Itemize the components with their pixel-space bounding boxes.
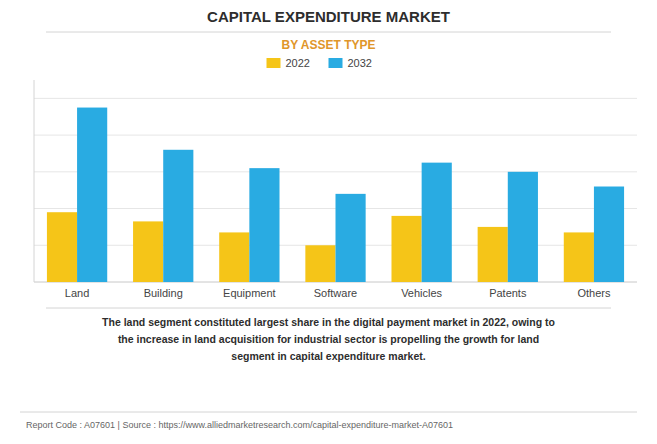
legend-label: 2032 bbox=[348, 57, 372, 69]
bar bbox=[508, 172, 538, 282]
bar bbox=[336, 194, 366, 282]
background bbox=[0, 0, 657, 444]
chart-container: CAPITAL EXPENDITURE MARKET BY ASSET TYPE 2… bbox=[0, 0, 657, 444]
x-tick-label: Others bbox=[577, 287, 611, 299]
title: CAPITAL EXPENDITURE MARKET bbox=[207, 8, 450, 25]
legend-swatch bbox=[329, 58, 343, 68]
report-code: Report Code : A07601 | Source : https://… bbox=[26, 420, 453, 430]
bar bbox=[47, 212, 77, 282]
x-tick-labels: Land Building Equipment Software Vehicles Pat… bbox=[65, 287, 611, 299]
bar bbox=[594, 187, 624, 282]
grid-line bbox=[34, 98, 637, 99]
bar bbox=[564, 232, 594, 282]
legend: 2022 2032 bbox=[267, 57, 372, 69]
bars bbox=[47, 108, 624, 282]
grid bbox=[34, 98, 637, 282]
footer-text: The land segment constituted largest sha… bbox=[102, 316, 555, 362]
x-tick-label: Equipment bbox=[223, 287, 276, 299]
bar bbox=[422, 163, 452, 282]
y-axis-line bbox=[34, 80, 35, 282]
separator bbox=[46, 32, 611, 33]
bar bbox=[478, 227, 508, 282]
bar bbox=[305, 245, 335, 282]
x-tick-label: Land bbox=[65, 287, 89, 299]
grid-line bbox=[34, 135, 637, 136]
x-tick-label: Vehicles bbox=[401, 287, 442, 299]
x-tick-label: Patents bbox=[489, 287, 527, 299]
footer-line: The land segment constituted largest sha… bbox=[102, 316, 555, 328]
chart-svg: CAPITAL EXPENDITURE MARKET BY ASSET TYPE 2… bbox=[0, 0, 657, 444]
footer-line: the increase in land acquisition for ind… bbox=[118, 333, 539, 345]
bar bbox=[77, 108, 107, 282]
bar bbox=[133, 221, 163, 282]
grid-line bbox=[34, 171, 637, 172]
x-tick-label: Software bbox=[314, 287, 357, 299]
legend-swatch bbox=[267, 58, 281, 68]
bar bbox=[249, 168, 279, 282]
subtitle: BY ASSET TYPE bbox=[281, 38, 375, 52]
x-tick-label: Building bbox=[144, 287, 183, 299]
bar bbox=[219, 232, 249, 282]
separator bbox=[46, 308, 611, 309]
separator bbox=[20, 412, 637, 413]
footer-line: segment in capital expenditure market. bbox=[231, 350, 425, 362]
bar bbox=[391, 216, 421, 282]
legend-label: 2022 bbox=[286, 57, 310, 69]
bar bbox=[163, 150, 193, 282]
